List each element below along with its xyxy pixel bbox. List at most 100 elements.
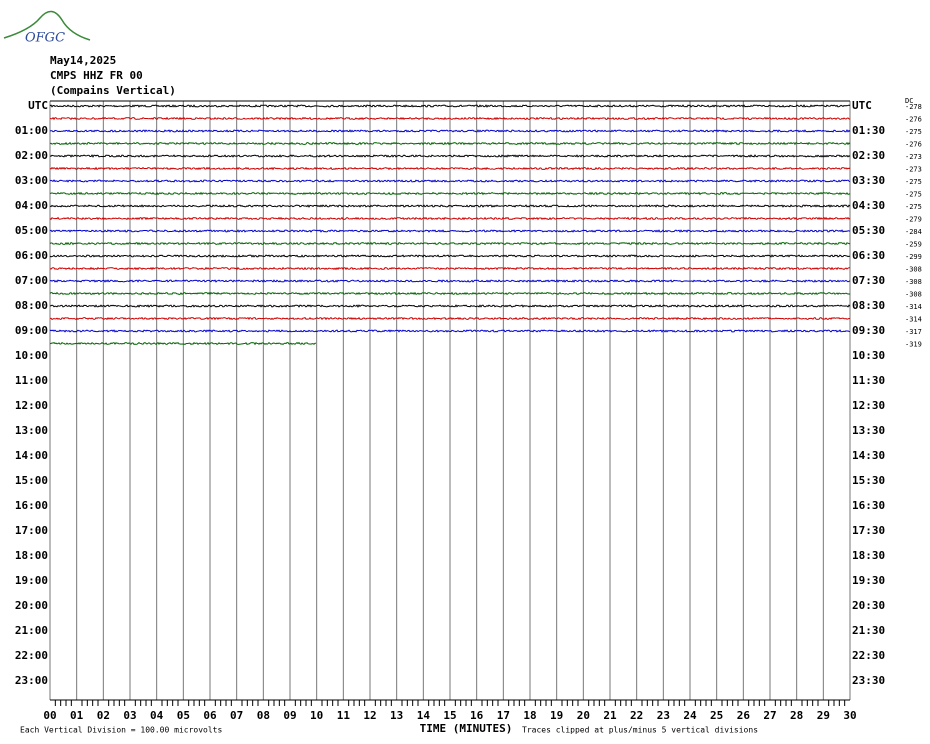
right-label: 22:30 (852, 649, 885, 662)
dc-label: -314 (905, 316, 922, 324)
trace (49, 104, 851, 108)
x-tick-label: 00 (43, 709, 56, 722)
left-label: 10:00 (15, 349, 48, 362)
left-label: 14:00 (15, 449, 48, 462)
right-label: 04:30 (852, 199, 885, 212)
right-label: 09:30 (852, 324, 885, 337)
dc-label: -308 (905, 278, 922, 286)
right-label: 01:30 (852, 124, 885, 137)
right-label: 12:30 (852, 399, 885, 412)
x-tick-label: 24 (683, 709, 697, 722)
x-tick-label: 07 (230, 709, 243, 722)
right-label: 03:30 (852, 174, 885, 187)
dc-label: -259 (905, 241, 922, 249)
x-tick-label: 06 (203, 709, 217, 722)
left-label: 07:00 (15, 274, 48, 287)
left-label: 09:00 (15, 324, 48, 337)
dc-header: DC (905, 97, 913, 105)
date: May14,2025 (50, 54, 116, 67)
x-tick-label: 11 (337, 709, 351, 722)
x-tick-label: 20 (577, 709, 590, 722)
trace (49, 166, 851, 171)
left-label: UTC (28, 99, 48, 112)
right-label: 14:30 (852, 449, 885, 462)
x-tick-label: 15 (443, 709, 456, 722)
right-label: 08:30 (852, 299, 885, 312)
right-label: 02:30 (852, 149, 885, 162)
right-label: 05:30 (852, 224, 885, 237)
x-tick-label: 23 (657, 709, 670, 722)
dc-label: -319 (905, 341, 922, 349)
dc-label: -308 (905, 291, 922, 299)
left-label: 13:00 (15, 424, 48, 437)
right-label: 16:30 (852, 499, 885, 512)
x-tick-label: 10 (310, 709, 323, 722)
right-label: 21:30 (852, 624, 885, 637)
right-label: 20:30 (852, 599, 885, 612)
x-tick-label: 14 (417, 709, 431, 722)
right-label: 10:30 (852, 349, 885, 362)
left-label: 22:00 (15, 649, 48, 662)
x-tick-label: 19 (550, 709, 563, 722)
x-tick-label: 17 (497, 709, 510, 722)
left-label: 16:00 (15, 499, 48, 512)
x-tick-label: 12 (363, 709, 376, 722)
trace (49, 179, 851, 183)
left-label: 08:00 (15, 299, 48, 312)
trace (49, 154, 851, 158)
x-tick-label: 28 (790, 709, 803, 722)
trace (49, 304, 851, 308)
right-label: 13:30 (852, 424, 885, 437)
station: CMPS HHZ FR 00 (50, 69, 143, 82)
left-label: 18:00 (15, 549, 48, 562)
dc-label: -273 (905, 153, 922, 161)
left-label: 19:00 (15, 574, 48, 587)
description: (Compains Vertical) (50, 84, 176, 97)
trace (49, 241, 851, 246)
x-tick-label: 09 (283, 709, 296, 722)
logo-curve (3, 10, 91, 41)
right-label: 07:30 (852, 274, 885, 287)
logo: OFGC (25, 31, 65, 46)
dc-label: -314 (905, 303, 922, 311)
x-tick-label: 25 (710, 709, 723, 722)
x-tick-label: 26 (737, 709, 751, 722)
dc-label: -276 (905, 141, 922, 149)
right-label: 11:30 (852, 374, 885, 387)
trace (49, 341, 317, 346)
trace (49, 316, 851, 321)
dc-label: -273 (905, 166, 922, 174)
left-label: 17:00 (15, 524, 48, 537)
footer-left: Each Vertical Division = 100.00 microvol… (20, 726, 222, 735)
trace (49, 191, 851, 196)
trace (49, 229, 851, 233)
trace (49, 291, 851, 296)
trace (49, 116, 851, 121)
trace (49, 141, 851, 146)
trace (49, 129, 851, 133)
right-label: UTC (852, 99, 872, 112)
x-tick-label: 30 (843, 709, 856, 722)
left-label: 15:00 (15, 474, 48, 487)
dc-label: -275 (905, 128, 922, 136)
trace (49, 216, 851, 221)
left-label: 02:00 (15, 149, 48, 162)
dc-label: -279 (905, 216, 922, 224)
right-label: 06:30 (852, 249, 885, 262)
dc-label: -275 (905, 191, 922, 199)
dc-label: -308 (905, 266, 922, 274)
dc-label: -278 (905, 103, 922, 111)
x-tick-label: 29 (817, 709, 830, 722)
right-label: 18:30 (852, 549, 885, 562)
left-label: 01:00 (15, 124, 48, 137)
left-label: 05:00 (15, 224, 48, 237)
dc-label: -275 (905, 178, 922, 186)
footer-right: Traces clipped at plus/minus 5 vertical … (522, 726, 758, 735)
right-label: 19:30 (852, 574, 885, 587)
x-tick-label: 08 (257, 709, 270, 722)
dc-label: -276 (905, 116, 922, 124)
right-label: 17:30 (852, 524, 885, 537)
x-tick-label: 16 (470, 709, 484, 722)
